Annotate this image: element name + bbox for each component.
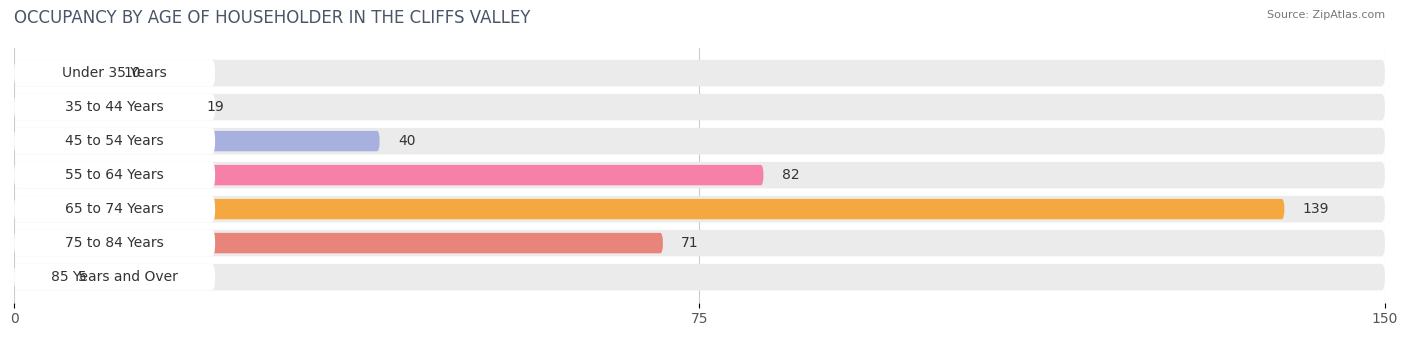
FancyBboxPatch shape xyxy=(14,199,1285,219)
Text: OCCUPANCY BY AGE OF HOUSEHOLDER IN THE CLIFFS VALLEY: OCCUPANCY BY AGE OF HOUSEHOLDER IN THE C… xyxy=(14,9,530,27)
Text: 75 to 84 Years: 75 to 84 Years xyxy=(65,236,165,250)
FancyBboxPatch shape xyxy=(14,60,1385,86)
FancyBboxPatch shape xyxy=(14,230,215,256)
FancyBboxPatch shape xyxy=(14,264,1385,290)
Text: 139: 139 xyxy=(1303,202,1329,216)
Text: 40: 40 xyxy=(398,134,415,148)
FancyBboxPatch shape xyxy=(14,128,1385,154)
FancyBboxPatch shape xyxy=(14,267,60,287)
Text: 85 Years and Over: 85 Years and Over xyxy=(51,270,179,284)
FancyBboxPatch shape xyxy=(14,97,188,117)
FancyBboxPatch shape xyxy=(14,60,215,86)
FancyBboxPatch shape xyxy=(14,128,215,154)
Text: 35 to 44 Years: 35 to 44 Years xyxy=(65,100,165,114)
FancyBboxPatch shape xyxy=(14,162,215,188)
Text: Source: ZipAtlas.com: Source: ZipAtlas.com xyxy=(1267,10,1385,20)
FancyBboxPatch shape xyxy=(14,165,763,185)
FancyBboxPatch shape xyxy=(14,162,1385,188)
Text: 82: 82 xyxy=(782,168,800,182)
Text: 65 to 74 Years: 65 to 74 Years xyxy=(65,202,165,216)
FancyBboxPatch shape xyxy=(14,63,105,83)
FancyBboxPatch shape xyxy=(14,196,1385,222)
FancyBboxPatch shape xyxy=(14,230,1385,256)
FancyBboxPatch shape xyxy=(14,94,1385,120)
Text: 71: 71 xyxy=(682,236,699,250)
Text: 10: 10 xyxy=(124,66,142,80)
Text: Under 35 Years: Under 35 Years xyxy=(62,66,167,80)
Text: 5: 5 xyxy=(79,270,87,284)
FancyBboxPatch shape xyxy=(14,264,215,290)
Text: 55 to 64 Years: 55 to 64 Years xyxy=(65,168,165,182)
Text: 45 to 54 Years: 45 to 54 Years xyxy=(65,134,165,148)
FancyBboxPatch shape xyxy=(14,131,380,151)
FancyBboxPatch shape xyxy=(14,196,215,222)
FancyBboxPatch shape xyxy=(14,94,215,120)
Text: 19: 19 xyxy=(207,100,224,114)
FancyBboxPatch shape xyxy=(14,233,664,253)
